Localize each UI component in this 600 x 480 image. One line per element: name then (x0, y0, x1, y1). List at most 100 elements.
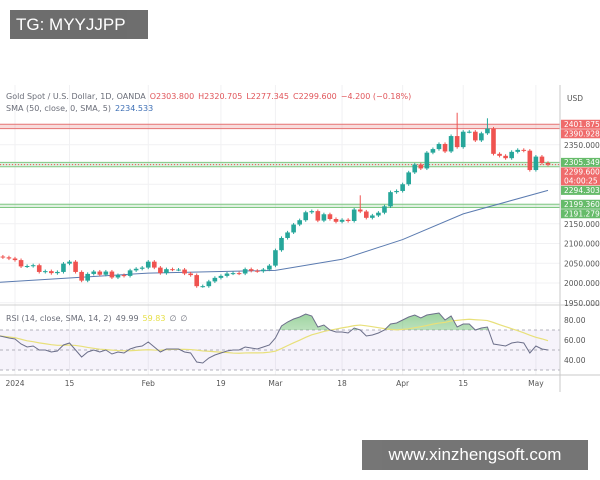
price-tag-label: 2305.349 (564, 158, 600, 167)
price-tag-bg (561, 129, 600, 139)
rsi-legend[interactable]: RSI (14, close, SMA, 14, 2) 49.99 59.83 ∅ ∅ (6, 314, 191, 323)
rsi-pane: 80.00 60.00 40.00 (0, 312, 586, 371)
support-band (0, 204, 560, 208)
candle (103, 269, 109, 277)
candle-body (254, 270, 260, 272)
candle-body (376, 212, 381, 216)
sma-label: SMA (50, close, 0, SMA, 5) (6, 104, 111, 113)
resistance-band (0, 124, 560, 129)
candle-body (242, 269, 248, 274)
candle-body (539, 156, 545, 163)
candle-body (436, 143, 442, 150)
axes: 2024 15 Feb 19 Mar 18 Apr 15 May 2350.000 2150.000… (0, 85, 600, 392)
candle (291, 222, 296, 235)
candle-body (145, 261, 151, 268)
candle-body (454, 136, 460, 148)
candle (376, 211, 381, 218)
candle (109, 269, 115, 280)
candle (49, 269, 54, 275)
candle-body (115, 275, 121, 278)
candle (503, 154, 508, 160)
candle-body (206, 281, 212, 287)
candle-body (442, 143, 448, 152)
sma-legend[interactable]: SMA (50, close, 0, SMA, 5) 2234.533 (6, 104, 157, 113)
watermark-bottom: www.xinzhengsoft.com (362, 440, 588, 470)
candle (248, 267, 254, 273)
price-tag-bg (561, 157, 600, 167)
candle (30, 263, 36, 268)
candle-body (545, 162, 551, 165)
candle-body (85, 273, 90, 281)
candle-body (333, 219, 339, 222)
candle (67, 260, 72, 266)
candle-body (164, 269, 169, 274)
candle (303, 210, 309, 222)
candle-body (473, 131, 478, 141)
price-tag-support: 2294.303 (561, 185, 600, 195)
price-tag-label: 2390.928 (564, 130, 600, 139)
candle-body (79, 271, 84, 281)
candle (285, 230, 290, 240)
candle (545, 161, 551, 167)
candle-body (18, 260, 24, 267)
candle-body (430, 149, 436, 153)
date-tick-label: 15 (65, 379, 75, 388)
candle-body (363, 211, 369, 218)
candle (533, 155, 539, 172)
price-tag-resistance: 2401.875 (561, 119, 600, 129)
candle-body (339, 219, 345, 222)
candles (0, 112, 551, 288)
candle (406, 170, 411, 186)
rsi-extra-2: ∅ (180, 314, 188, 323)
candle (436, 142, 442, 151)
symbol-legend: Gold Spot / U.S. Dollar, 1D, OANDA O2303.… (6, 92, 415, 101)
candle (466, 130, 472, 134)
candle (448, 134, 454, 154)
candle-body (418, 164, 424, 169)
candle-body (236, 273, 242, 275)
price-tag-bg (561, 167, 600, 186)
candle (73, 260, 78, 274)
candle-body (261, 269, 266, 272)
candle (42, 269, 48, 274)
candle (418, 162, 424, 171)
candle-body (6, 257, 12, 259)
date-tick-label: May (528, 379, 544, 388)
price-change: −4.200 (−0.18%) (340, 92, 412, 101)
candle (127, 268, 133, 278)
rsi-ma-line (0, 318, 549, 354)
candle-body (357, 209, 363, 212)
candle-body (400, 184, 405, 191)
sma-line (0, 189, 549, 283)
watermark-top: TG: MYYJJPP (10, 10, 148, 39)
candle-body (49, 271, 54, 274)
price-bands (0, 123, 560, 208)
candle (400, 182, 405, 193)
candle (115, 273, 121, 280)
candle-body (188, 273, 193, 276)
candle-body (248, 269, 254, 271)
price-tag-resistance: 2390.928 (561, 129, 600, 139)
candle (200, 284, 206, 288)
candle (394, 189, 399, 194)
candle (327, 212, 333, 221)
candle-body (351, 209, 357, 221)
candle (261, 267, 266, 273)
candle-body (121, 275, 127, 277)
candle (121, 273, 127, 278)
candle (333, 217, 339, 224)
price-tick-label: 2000.000 (564, 279, 600, 288)
price-tick-label: 2050.000 (564, 259, 600, 268)
price-tag-bg (561, 209, 600, 219)
candle (194, 273, 200, 288)
candle-body (412, 164, 418, 173)
candle-body (73, 261, 78, 272)
candle (491, 126, 496, 156)
candle (539, 155, 545, 165)
candle (357, 195, 363, 214)
candle (382, 204, 387, 215)
candle-body (497, 153, 502, 156)
candle-body (382, 206, 387, 213)
candle (182, 267, 187, 276)
